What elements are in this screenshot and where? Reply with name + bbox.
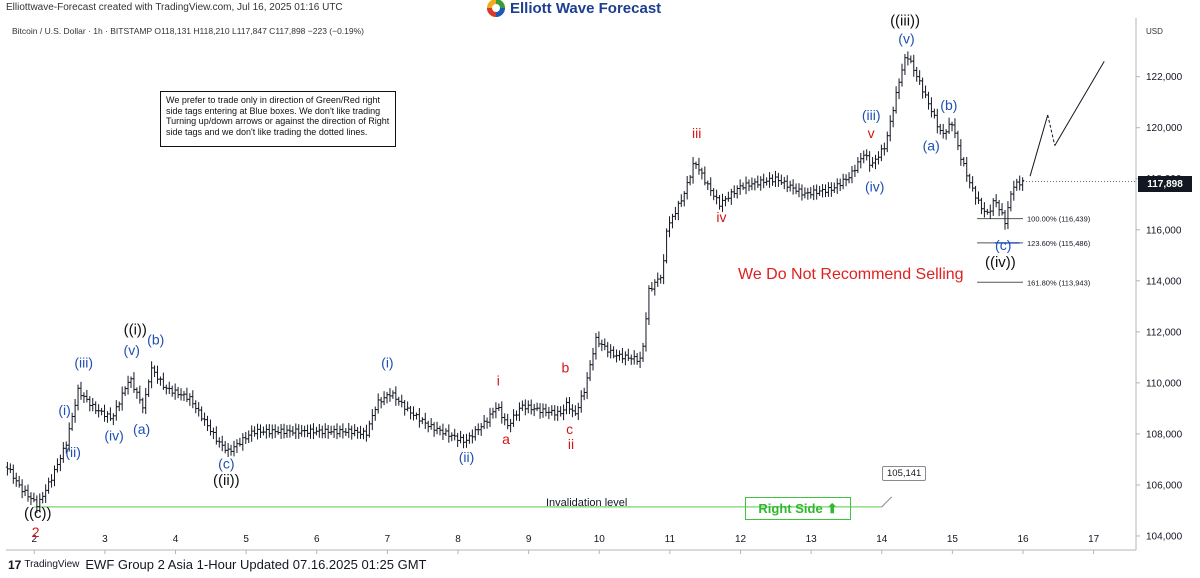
wave-label: c bbox=[566, 421, 573, 437]
y-tick-label: 106,000 bbox=[1146, 480, 1183, 491]
x-tick-label: 9 bbox=[526, 534, 532, 545]
tradingview-icon: 17 bbox=[8, 557, 22, 572]
y-tick-label: 112,000 bbox=[1146, 327, 1182, 338]
wave-label: v bbox=[868, 125, 875, 141]
currency-label: USD bbox=[1146, 27, 1163, 36]
wave-label: (i) bbox=[58, 402, 70, 418]
fib-level-label: 161.80% (113,943) bbox=[1027, 278, 1091, 287]
x-tick-label: 6 bbox=[314, 534, 320, 545]
wave-label: (a) bbox=[923, 138, 940, 154]
wave-label: (c) bbox=[995, 237, 1011, 253]
invalidation-label: Invalidation level bbox=[546, 497, 628, 509]
wave-label: (iv) bbox=[865, 179, 884, 195]
right-side-label: Right Side bbox=[758, 501, 823, 516]
wave-label: (v) bbox=[124, 342, 140, 358]
wave-label: i bbox=[497, 372, 500, 388]
invalidation-callout-line bbox=[881, 496, 893, 508]
y-tick-label: 104,000 bbox=[1146, 531, 1183, 542]
wave-label: ((iv)) bbox=[985, 254, 1016, 271]
projection-line bbox=[1029, 114, 1049, 177]
invalidation-price-callout: 105,141 bbox=[882, 466, 927, 481]
wave-label: b bbox=[561, 360, 569, 376]
wave-label: ((i)) bbox=[124, 321, 147, 338]
x-tick-label: 11 bbox=[665, 534, 676, 545]
brand-icon bbox=[487, 0, 505, 17]
tradingview-name: TradingView bbox=[24, 559, 80, 570]
brand-logo: Elliott Wave Forecast bbox=[486, 0, 661, 18]
wave-label: iii bbox=[692, 125, 701, 141]
symbol-ohlc-line: Bitcoin / U.S. Dollar · 1h · BITSTAMP O1… bbox=[12, 26, 365, 36]
x-tick-label: 5 bbox=[243, 534, 249, 545]
wave-label: (a) bbox=[133, 421, 150, 437]
tradingview-logo: 17 TradingView bbox=[8, 558, 79, 572]
y-tick-label: 116,000 bbox=[1146, 225, 1182, 236]
x-tick-label: 17 bbox=[1088, 534, 1100, 545]
update-title: EWF Group 2 Asia 1-Hour Updated 07.16.20… bbox=[85, 557, 427, 572]
last-price-badge: 117,898 bbox=[1138, 176, 1192, 192]
wave-label: (v) bbox=[898, 31, 914, 47]
wave-label: (c) bbox=[218, 455, 234, 471]
y-tick-label: 108,000 bbox=[1146, 429, 1183, 440]
wave-label: (b) bbox=[940, 97, 957, 113]
fib-level-label: 123.60% (115,486) bbox=[1027, 239, 1091, 248]
fib-level-label: 100.00% (116,439) bbox=[1027, 215, 1091, 224]
wave-label: (i) bbox=[381, 355, 393, 371]
wave-label: (ii) bbox=[65, 444, 81, 460]
x-tick-label: 13 bbox=[806, 534, 818, 545]
y-tick-label: 122,000 bbox=[1146, 72, 1183, 83]
chart-credit: Elliottwave-Forecast created with Tradin… bbox=[6, 2, 343, 13]
y-tick-label: 114,000 bbox=[1146, 276, 1182, 287]
brand-name: Elliott Wave Forecast bbox=[510, 0, 662, 17]
projection-line bbox=[1054, 61, 1105, 146]
y-tick-label: 110,000 bbox=[1146, 378, 1182, 389]
wave-label: iv bbox=[716, 209, 726, 225]
wave-label: (iii) bbox=[862, 107, 881, 123]
wave-label: ii bbox=[568, 436, 574, 452]
wave-label: (b) bbox=[147, 332, 164, 348]
wave-label: (iv) bbox=[104, 427, 123, 443]
x-tick-label: 16 bbox=[1017, 534, 1029, 545]
x-tick-label: 4 bbox=[173, 534, 179, 545]
trading-note-box: We prefer to trade only in direction of … bbox=[160, 91, 396, 147]
x-tick-label: 12 bbox=[735, 534, 747, 545]
wave-label: 2 bbox=[32, 524, 40, 540]
x-tick-label: 3 bbox=[102, 534, 108, 545]
wave-label: (iii) bbox=[74, 355, 93, 371]
up-arrow-icon: ⬆ bbox=[826, 500, 838, 516]
wave-label: (ii) bbox=[459, 449, 475, 465]
y-tick-label: 120,000 bbox=[1146, 123, 1183, 134]
right-side-tag: Right Side ⬆ bbox=[745, 497, 851, 520]
wave-label: a bbox=[502, 431, 510, 447]
x-tick-label: 15 bbox=[947, 534, 959, 545]
x-tick-label: 8 bbox=[455, 534, 461, 545]
ohlc-bars bbox=[5, 51, 1025, 513]
wave-label: ((iii)) bbox=[890, 13, 920, 30]
x-tick-label: 14 bbox=[876, 534, 888, 545]
x-tick-label: 2 bbox=[31, 534, 37, 545]
wave-label: ((c)) bbox=[24, 505, 51, 522]
x-tick-label: 10 bbox=[594, 534, 606, 545]
wave-label: ((ii)) bbox=[213, 472, 240, 489]
x-tick-label: 7 bbox=[385, 534, 391, 545]
no-selling-warning: We Do Not Recommend Selling bbox=[738, 266, 964, 283]
projection-dotted-line bbox=[1047, 114, 1056, 146]
footer: 17 TradingView EWF Group 2 Asia 1-Hour U… bbox=[8, 557, 426, 572]
